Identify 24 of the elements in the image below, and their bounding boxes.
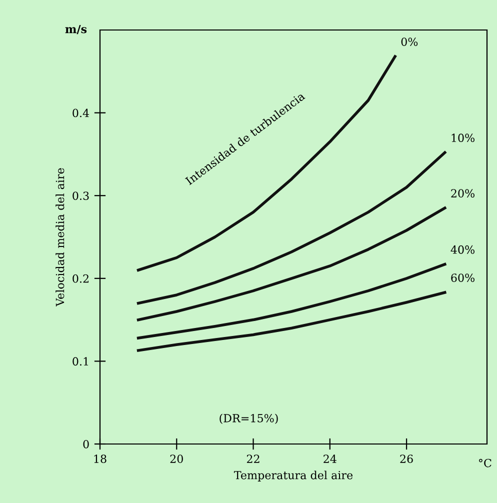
series-label: 20%: [451, 189, 474, 198]
text: m/s: [65, 24, 87, 34]
y-tick-label: 0.4: [72, 108, 90, 118]
line-series: [136, 291, 446, 352]
y-axis-title: Velocidad media del aire: [56, 168, 64, 306]
text: °C: [479, 458, 492, 468]
line-series: [136, 206, 446, 322]
y-tick-label: 0.2: [72, 274, 88, 283]
y-tick-label: 0: [83, 440, 89, 448]
series-label: 0%: [401, 38, 418, 46]
x-tick-label: 24: [324, 454, 336, 463]
series-label: 60%: [451, 274, 474, 282]
series-label: 40%: [450, 245, 474, 254]
x-tick-label: 22: [246, 454, 260, 463]
series-label: 10%: [452, 134, 474, 142]
line-series: [136, 55, 396, 272]
x-tick-label: 26: [400, 454, 413, 464]
annotation: (DR=15%): [220, 414, 278, 424]
x-tick-label: 18: [94, 454, 106, 464]
x-tick-label: 20: [170, 454, 183, 464]
y-tick-label: 0.1: [72, 357, 88, 366]
x-axis-title: Temperatura del aire: [234, 470, 353, 482]
y-tick-label: 0.3: [72, 192, 89, 200]
line-series: [136, 262, 446, 340]
